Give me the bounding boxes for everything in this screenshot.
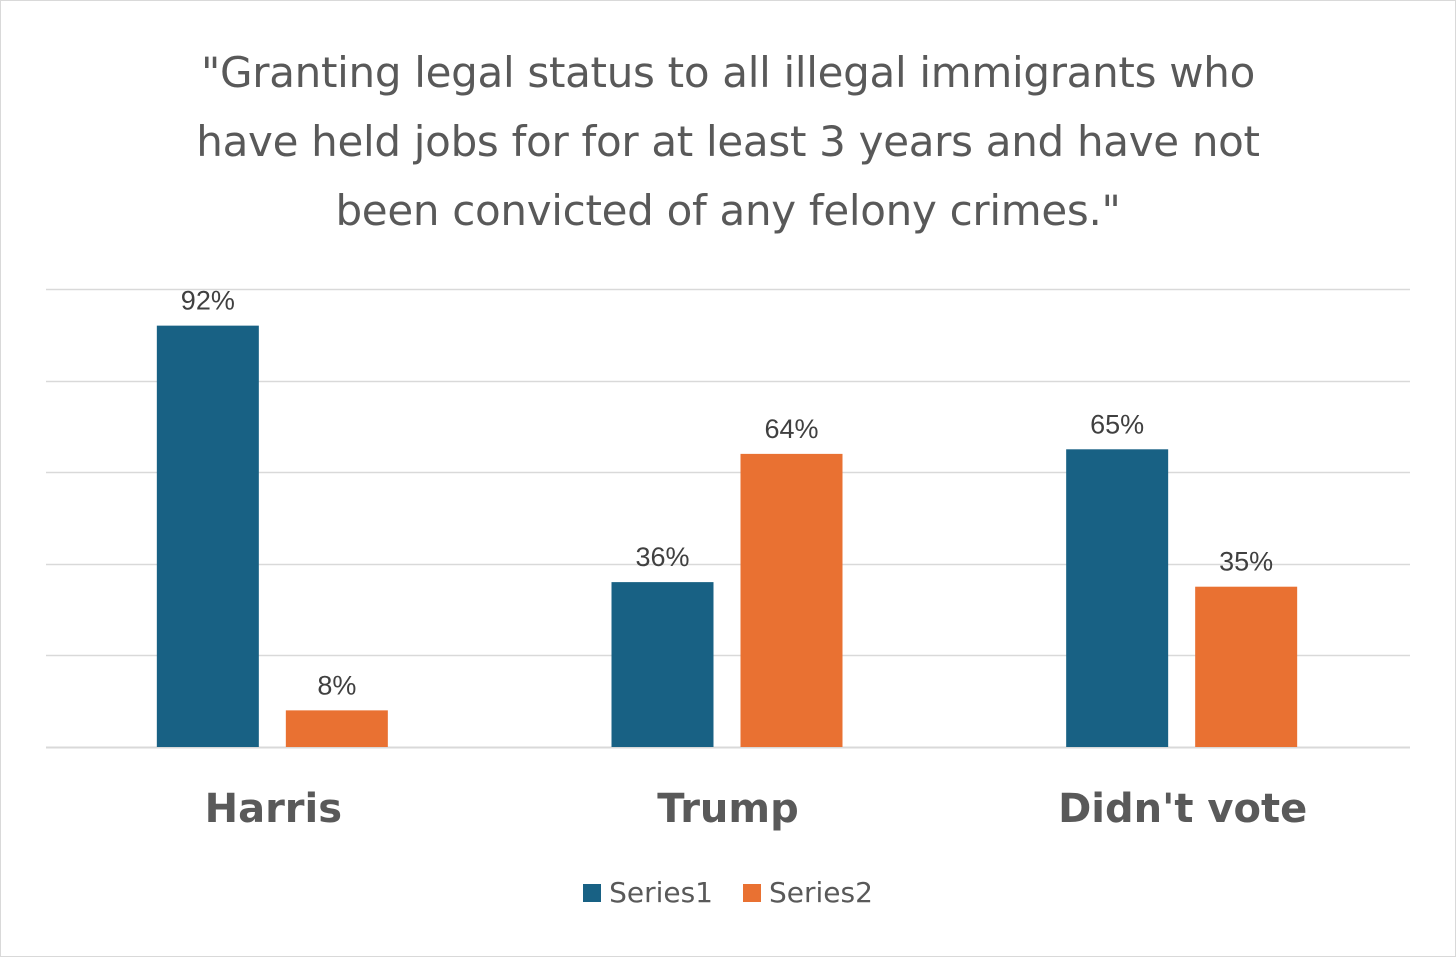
- data-label: 8%: [317, 670, 356, 700]
- data-label: 92%: [181, 286, 235, 316]
- category-label: Harris: [205, 786, 342, 832]
- legend-swatch-series1: [583, 883, 602, 902]
- chart-title-line: have held jobs for for at least 3 years …: [196, 117, 1260, 166]
- legend-item-series1: Series1: [583, 876, 713, 909]
- bar-series1: [1066, 449, 1169, 747]
- chart-title: "Granting legal status to all illegal im…: [100, 38, 1356, 245]
- category-label: Didn't vote: [1058, 786, 1307, 832]
- chart-title-line: been convicted of any felony crimes.": [335, 186, 1121, 235]
- legend: Series1 Series2: [0, 876, 1456, 909]
- category-label: Trump: [657, 786, 798, 832]
- legend-item-series2: Series2: [743, 876, 873, 909]
- data-label: 65%: [1090, 409, 1144, 439]
- data-label: 64%: [764, 414, 818, 444]
- bar-series2: [740, 453, 843, 747]
- legend-label-series1: Series1: [609, 876, 713, 909]
- legend-label-series2: Series2: [769, 876, 873, 909]
- legend-swatch-series2: [743, 883, 761, 902]
- chart-title-line: "Granting legal status to all illegal im…: [200, 48, 1255, 97]
- bar-series2: [285, 710, 388, 747]
- bar-series2: [1195, 586, 1298, 747]
- bar-series1: [611, 582, 714, 747]
- data-label: 36%: [635, 542, 689, 572]
- bar-series1: [156, 325, 259, 747]
- data-label: 35%: [1219, 547, 1273, 577]
